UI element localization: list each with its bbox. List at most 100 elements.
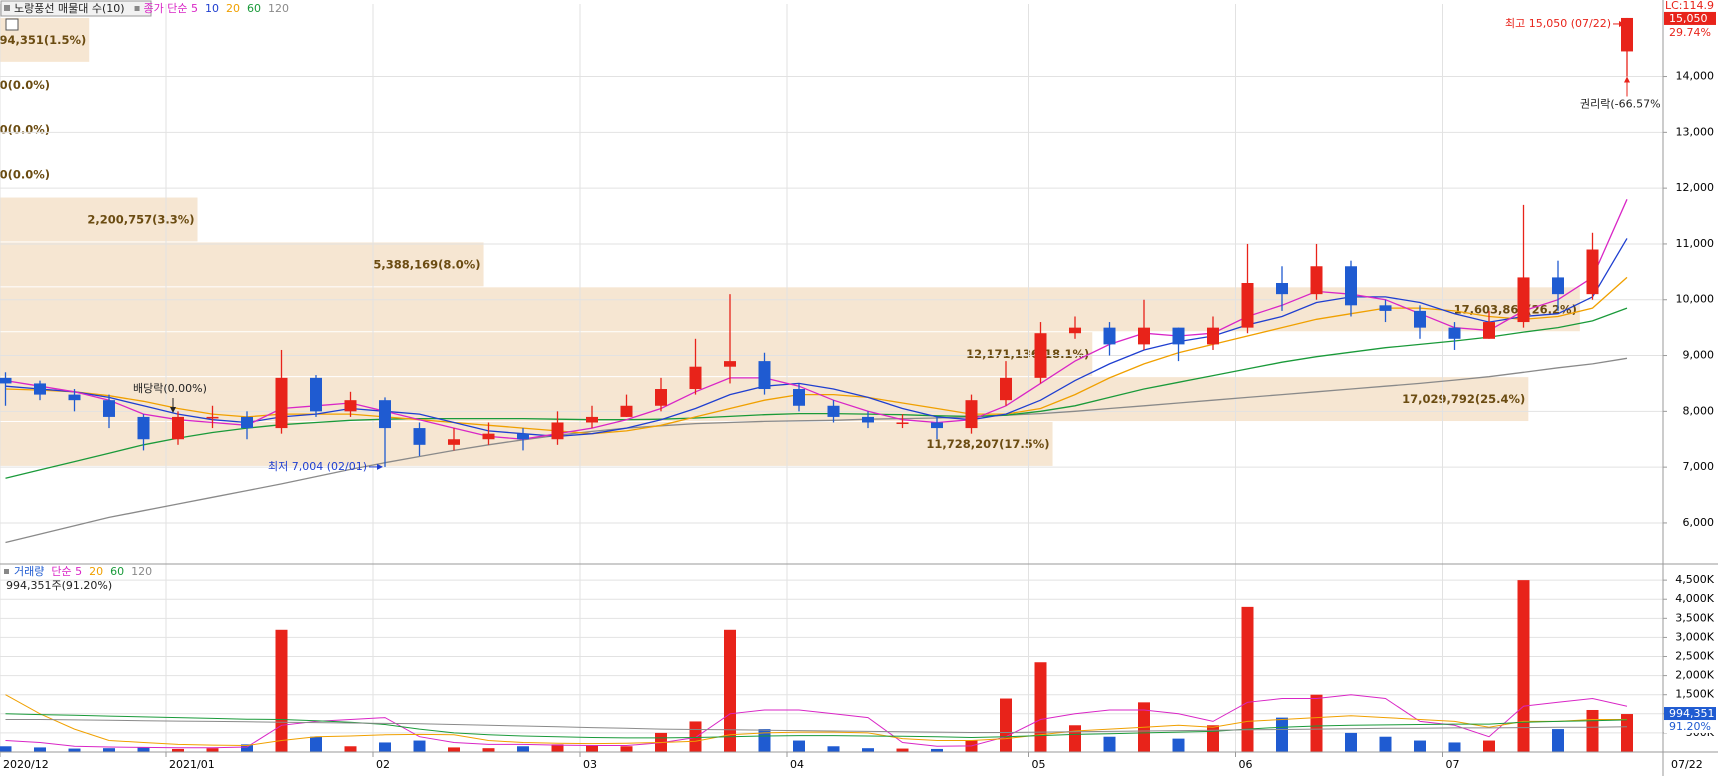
y-tick-label: 13,000 [1676, 125, 1715, 138]
volume-bar [1586, 709, 1599, 752]
y-tick-label: 9,000 [1683, 349, 1715, 362]
y-tick-label: 1,500K [1675, 688, 1714, 701]
volume-profile-label: 0(0.0%) [0, 168, 50, 182]
volume-bar [517, 746, 529, 752]
candle-body [862, 416, 874, 423]
y-tick-label: 2,500K [1675, 650, 1714, 663]
volume-bar [1345, 732, 1357, 752]
volume-bar [1069, 725, 1081, 752]
volume-bar [931, 748, 943, 752]
volume-bar [758, 729, 771, 752]
volume-bar [1034, 662, 1047, 752]
candle-body [689, 366, 702, 390]
candle-body [310, 377, 322, 412]
candle-body [1138, 327, 1150, 345]
candle-body [965, 400, 978, 429]
volume-profile-band [0, 242, 484, 287]
moving-average-line [5, 357, 1628, 544]
candle-body [931, 422, 943, 429]
legend-entry: 10 [205, 2, 219, 15]
volume-bar [241, 744, 253, 752]
volume-bar [1621, 714, 1633, 752]
candle-body [1414, 310, 1426, 328]
candle-body [0, 377, 12, 384]
legend-entry: 종가 단순 5 [144, 2, 198, 15]
candle-body [1207, 327, 1219, 345]
volume-bar [1517, 580, 1530, 752]
volume-bar [1172, 738, 1185, 752]
ratio-bg [1664, 721, 1716, 734]
x-tick-label: 05 [1032, 758, 1046, 771]
volume-profile-label: 994,351(1.5%) [0, 33, 86, 47]
candle-body [172, 416, 184, 440]
candle-body [241, 416, 253, 429]
candle-body [448, 439, 460, 445]
volume-bar [724, 629, 736, 752]
volume-bar [0, 746, 12, 752]
candle-body [1000, 377, 1012, 401]
volume-bar [827, 746, 840, 752]
legend-entry: 거래량 [14, 565, 44, 578]
x-tick-label: 07 [1446, 758, 1460, 771]
legend-entry: 60 [110, 565, 124, 578]
volume-profile-label: 11,728,207(17.5%) [926, 437, 1049, 451]
candle-body [1379, 305, 1392, 311]
volume-bar [379, 742, 391, 752]
y-tick-label: 7,000 [1683, 460, 1715, 473]
volume-average-line [5, 694, 1628, 749]
last-price: 15,050 [1669, 12, 1708, 25]
volume-bar [1448, 742, 1461, 752]
volume-bar [1103, 736, 1116, 752]
volume-bar [551, 744, 564, 752]
candle-body [1103, 327, 1116, 345]
low-annotation: 최저 7,004 (02/01) [268, 460, 367, 473]
candle-body [1345, 266, 1357, 306]
toolbar-icon [5, 18, 19, 31]
candle-body [482, 433, 495, 440]
legend-entry: 20 [89, 565, 103, 578]
volume-profile-label: 17,603,860(26.2%) [1454, 302, 1577, 316]
volume-bar [103, 748, 115, 752]
candle-body [275, 377, 288, 429]
volume-bar [1276, 717, 1288, 752]
lc-label: LC:114.9 [1665, 0, 1714, 12]
volume-bar [344, 746, 357, 752]
volume-average-line [5, 719, 1628, 733]
y-tick-label: 12,000 [1676, 181, 1715, 194]
volume-bar [68, 748, 81, 752]
high-arrowhead [1619, 20, 1625, 27]
volume-bar [413, 740, 426, 752]
candle-body [34, 383, 46, 395]
volume-bar [137, 747, 150, 752]
volume-bar [1414, 740, 1426, 752]
candle-body [1621, 17, 1633, 52]
y-tick-label: 11,000 [1676, 237, 1715, 250]
candle-body [1552, 277, 1564, 295]
volume-bar [1000, 698, 1012, 752]
volume-bar [793, 740, 805, 752]
rights-arrowhead [1624, 76, 1630, 83]
volume-bar [620, 746, 633, 752]
legend-entry: 120 [268, 2, 289, 15]
volume-average-line [5, 713, 1628, 739]
candle-body [1276, 283, 1288, 295]
candle-body [1483, 322, 1495, 339]
candle-body [1241, 283, 1254, 328]
volume-profile-label: 12,171,136(18.1%) [966, 347, 1089, 361]
candle-body [724, 361, 736, 367]
volume-bar [1310, 694, 1323, 752]
y-tick-label: 3,000K [1675, 630, 1714, 643]
candle-body [655, 389, 667, 406]
candle-body [1517, 277, 1530, 323]
high-annotation: 최고 15,050 (07/22) [1505, 17, 1611, 30]
legend-icon [4, 569, 9, 574]
title-icon [4, 5, 10, 11]
candle-body [379, 400, 391, 429]
legend-entry: 60 [247, 2, 261, 15]
candle-body [1172, 327, 1185, 345]
volume-ratio: 91.20% [1669, 720, 1711, 733]
y-tick-label: 4,000K [1675, 592, 1714, 605]
x-tick-label: 2021/01 [169, 758, 215, 771]
x-tick-label: 2020/12 [3, 758, 49, 771]
y-tick-label: 10,000 [1676, 293, 1715, 306]
